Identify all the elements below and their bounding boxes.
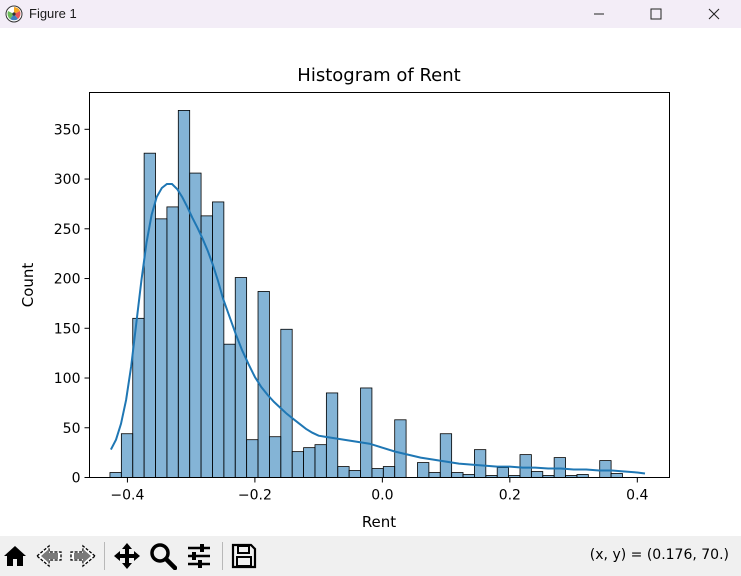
histogram-bar — [143, 152, 156, 478]
x-tick-label: 0.2 — [499, 488, 521, 504]
configure-subplots-button[interactable] — [184, 541, 214, 571]
close-icon — [708, 8, 720, 20]
pan-icon — [114, 543, 140, 569]
x-tick-label: −0.4 — [110, 488, 144, 504]
y-tick-label: 50 — [63, 421, 81, 437]
back-button[interactable] — [34, 541, 64, 571]
save-button[interactable] — [229, 541, 259, 571]
histogram-bar — [303, 447, 316, 478]
histogram-bar — [519, 454, 532, 478]
histogram-bar — [382, 466, 396, 478]
x-tick-label: −0.2 — [238, 488, 272, 504]
zoom-icon — [150, 543, 177, 570]
configure-subplots-icon — [188, 544, 210, 568]
histogram-bar — [371, 468, 384, 478]
histogram-chart: Histogram of Rent Rent Count 0 50 100 150 20… — [19, 65, 670, 531]
title-bar: Figure 1 — [0, 0, 741, 28]
y-tick-label: 0 — [72, 471, 81, 487]
window-title: Figure 1 — [29, 6, 77, 21]
x-tick-label: 0.0 — [371, 488, 393, 504]
figure-canvas[interactable]: Histogram of Rent Rent Count 0 50 100 150 20… — [0, 28, 741, 536]
histogram-bar — [360, 387, 373, 478]
histogram-bar — [177, 110, 191, 478]
histogram-bar — [212, 201, 225, 478]
forward-button[interactable] — [68, 541, 98, 571]
histogram-bar — [417, 462, 430, 478]
y-tick-label: 150 — [54, 321, 81, 337]
home-icon — [4, 546, 26, 566]
histogram-bar — [337, 466, 350, 478]
kde-curve — [110, 183, 646, 475]
y-axis-ticks: 0 50 100 150 200 250 300 350 — [54, 122, 90, 487]
toolbar-separator — [104, 542, 105, 570]
histogram-bar — [474, 449, 487, 478]
histogram-bar — [200, 215, 213, 478]
back-icon — [35, 544, 62, 568]
matplotlib-logo-icon — [5, 5, 23, 23]
histogram-bar — [246, 439, 259, 478]
y-tick-label: 350 — [54, 122, 81, 138]
maximize-icon — [650, 8, 662, 20]
histogram-bar — [155, 218, 168, 478]
y-tick-label: 300 — [54, 172, 81, 188]
minimize-button[interactable] — [576, 0, 622, 28]
histogram-bar — [610, 473, 623, 478]
cursor-coordinates: (x, y) = (0.176, 70.) — [589, 547, 729, 563]
minimize-icon — [594, 13, 604, 15]
histogram-bar — [348, 470, 361, 478]
histogram-bar — [109, 472, 122, 478]
histogram-bar — [530, 471, 544, 478]
y-tick-label: 100 — [54, 371, 81, 387]
histogram-bar — [280, 328, 293, 478]
x-axis-label: Rent — [362, 513, 396, 531]
close-button[interactable] — [691, 0, 737, 28]
histogram-bars — [109, 110, 623, 478]
histogram-bar — [394, 419, 407, 478]
chart-title: Histogram of Rent — [297, 65, 460, 86]
x-axis-ticks: −0.4 −0.2 0.0 0.2 0.4 — [110, 477, 649, 504]
zoom-button[interactable] — [148, 541, 178, 571]
pan-button[interactable] — [112, 541, 142, 571]
histogram-bar — [291, 451, 304, 478]
navigation-toolbar: (x, y) = (0.176, 70.) — [0, 536, 741, 576]
histogram-bar — [189, 172, 202, 478]
histogram-bar — [314, 444, 327, 478]
axes-frame — [89, 92, 670, 478]
histogram-bar — [166, 206, 179, 478]
histogram-bar — [439, 433, 453, 478]
histogram-bar — [451, 472, 464, 478]
histogram-bar — [599, 460, 612, 478]
histogram-bar — [223, 343, 236, 478]
maximize-button[interactable] — [633, 0, 679, 28]
histogram-bar — [428, 472, 441, 478]
histogram-bar — [234, 277, 248, 478]
toolbar-separator — [222, 542, 223, 570]
forward-icon — [70, 544, 97, 568]
y-axis-label: Count — [19, 263, 37, 308]
y-tick-label: 250 — [54, 222, 81, 238]
x-tick-label: 0.4 — [626, 488, 648, 504]
histogram-bar — [269, 436, 282, 478]
save-icon — [231, 543, 257, 569]
histogram-bar — [120, 433, 134, 478]
home-button[interactable] — [0, 541, 30, 571]
histogram-bar — [325, 392, 339, 478]
y-tick-label: 200 — [54, 272, 81, 288]
histogram-bar — [496, 467, 509, 478]
